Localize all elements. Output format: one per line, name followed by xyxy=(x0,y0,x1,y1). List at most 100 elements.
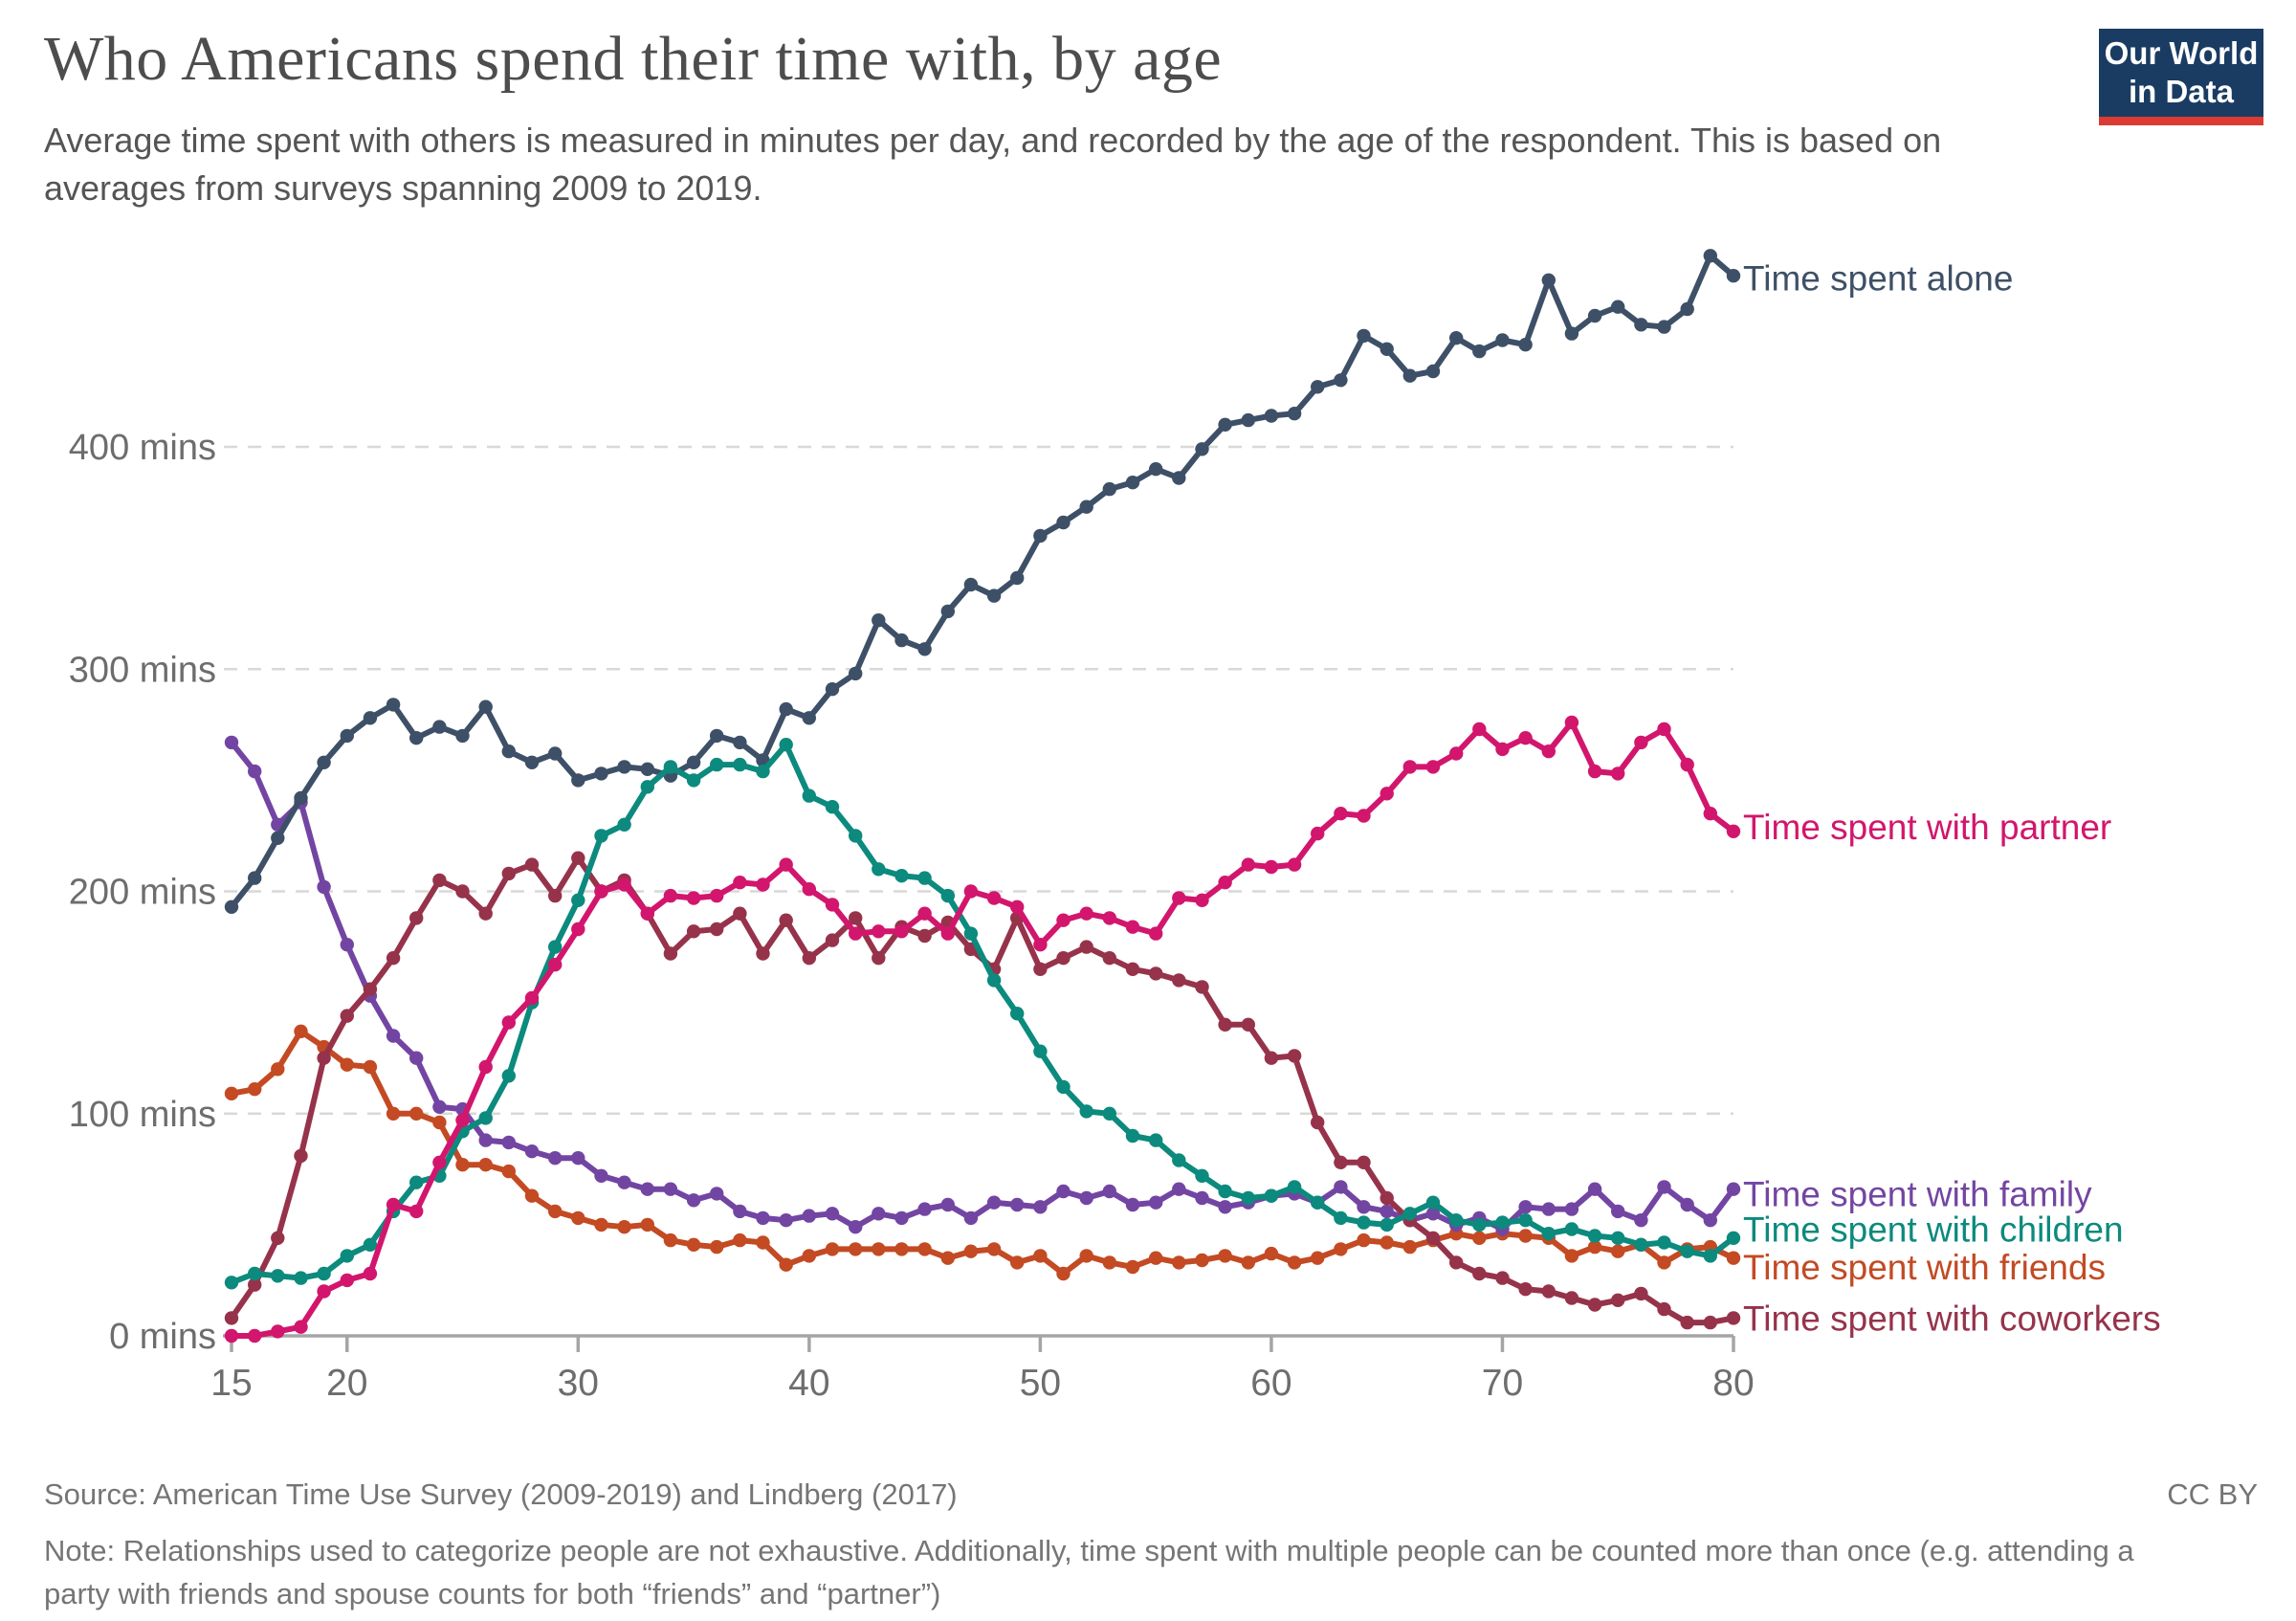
data-point-coworkers-age-67 xyxy=(1425,1231,1441,1246)
data-point-children-age-49 xyxy=(1010,1007,1025,1021)
data-point-alone-age-45 xyxy=(917,642,932,656)
data-point-coworkers-age-71 xyxy=(1518,1282,1533,1297)
data-point-friends-age-66 xyxy=(1402,1239,1418,1255)
data-point-children-age-60 xyxy=(1264,1188,1279,1203)
data-point-children-age-51 xyxy=(1056,1079,1071,1095)
data-point-family-age-76 xyxy=(1634,1213,1648,1228)
data-point-partner-age-46 xyxy=(940,926,955,941)
data-point-family-age-20 xyxy=(340,938,354,952)
data-point-partner-age-73 xyxy=(1564,715,1579,730)
data-point-children-age-61 xyxy=(1287,1180,1302,1194)
data-point-partner-age-60 xyxy=(1264,859,1279,875)
data-point-partner-age-52 xyxy=(1079,906,1093,921)
data-point-coworkers-age-72 xyxy=(1541,1284,1556,1299)
data-point-coworkers-age-65 xyxy=(1380,1190,1394,1206)
data-point-alone-age-69 xyxy=(1472,344,1487,359)
data-point-coworkers-age-50 xyxy=(1033,962,1048,976)
data-point-children-age-16 xyxy=(248,1266,262,1281)
data-point-friends-age-43 xyxy=(872,1242,886,1256)
data-point-children-age-55 xyxy=(1149,1133,1163,1147)
data-point-children-age-76 xyxy=(1634,1237,1648,1253)
data-point-coworkers-age-18 xyxy=(294,1148,308,1164)
data-point-family-age-23 xyxy=(409,1051,424,1065)
data-point-coworkers-age-57 xyxy=(1195,980,1209,994)
data-point-friends-age-61 xyxy=(1287,1255,1302,1270)
x-axis-label-80: 80 xyxy=(1712,1363,1754,1404)
data-point-family-age-50 xyxy=(1033,1200,1048,1214)
data-point-children-age-41 xyxy=(825,800,840,814)
data-point-alone-age-29 xyxy=(548,746,563,761)
data-point-alone-age-37 xyxy=(733,735,747,750)
data-point-children-age-52 xyxy=(1079,1104,1093,1119)
owid-logo[interactable]: Our World in Data xyxy=(2099,29,2263,125)
data-point-coworkers-age-45 xyxy=(917,928,932,944)
data-point-coworkers-age-68 xyxy=(1449,1255,1464,1270)
data-point-alone-age-26 xyxy=(478,699,493,714)
data-point-family-age-15 xyxy=(224,735,239,750)
data-point-alone-age-78 xyxy=(1680,301,1694,317)
data-point-family-age-72 xyxy=(1541,1202,1556,1216)
data-point-friends-age-36 xyxy=(710,1239,724,1255)
data-point-coworkers-age-36 xyxy=(710,922,724,937)
data-point-friends-age-52 xyxy=(1079,1249,1093,1263)
data-point-coworkers-age-34 xyxy=(663,946,678,961)
data-point-friends-age-31 xyxy=(594,1217,608,1232)
data-point-partner-age-20 xyxy=(340,1273,354,1288)
license-link[interactable]: CC BY xyxy=(2167,1477,2258,1511)
data-point-friends-age-34 xyxy=(663,1232,678,1248)
data-point-coworkers-age-80 xyxy=(1726,1311,1741,1325)
data-point-alone-age-64 xyxy=(1357,328,1371,344)
data-point-partner-age-38 xyxy=(756,877,770,892)
data-point-partner-age-51 xyxy=(1056,913,1071,927)
data-point-friends-age-65 xyxy=(1380,1235,1394,1250)
data-point-children-age-68 xyxy=(1449,1213,1464,1228)
series-label-children: Time spent with children xyxy=(1743,1210,2124,1250)
data-point-alone-age-42 xyxy=(849,666,863,681)
data-point-friends-age-58 xyxy=(1218,1249,1232,1263)
data-point-friends-age-50 xyxy=(1033,1249,1048,1263)
data-point-family-age-77 xyxy=(1657,1180,1671,1194)
data-point-partner-age-32 xyxy=(617,877,631,892)
data-point-friends-age-33 xyxy=(640,1217,654,1232)
data-point-alone-age-66 xyxy=(1402,368,1418,383)
data-point-children-age-71 xyxy=(1518,1213,1533,1228)
data-point-partner-age-64 xyxy=(1357,809,1371,823)
data-point-children-age-23 xyxy=(409,1175,424,1189)
data-point-friends-age-30 xyxy=(571,1210,585,1226)
data-point-coworkers-age-60 xyxy=(1264,1051,1279,1065)
data-point-children-age-50 xyxy=(1033,1044,1048,1058)
data-point-family-age-49 xyxy=(1010,1197,1025,1212)
data-point-friends-age-49 xyxy=(1010,1255,1025,1270)
data-point-partner-age-25 xyxy=(455,1113,470,1127)
data-point-coworkers-age-26 xyxy=(478,906,493,921)
data-point-family-age-52 xyxy=(1079,1190,1093,1206)
data-point-friends-age-64 xyxy=(1357,1232,1371,1248)
data-point-partner-age-16 xyxy=(248,1328,262,1343)
data-point-family-age-43 xyxy=(872,1207,886,1221)
data-point-partner-age-31 xyxy=(594,884,608,899)
data-point-partner-age-79 xyxy=(1703,807,1718,821)
data-point-friends-age-16 xyxy=(248,1082,262,1097)
data-point-coworkers-age-51 xyxy=(1056,951,1071,966)
data-point-children-age-30 xyxy=(571,893,585,907)
data-point-children-age-21 xyxy=(363,1237,378,1253)
data-point-alone-age-76 xyxy=(1634,318,1648,332)
data-point-coworkers-age-43 xyxy=(872,951,886,966)
data-point-friends-age-71 xyxy=(1518,1229,1533,1243)
data-point-children-age-77 xyxy=(1657,1235,1671,1250)
data-point-partner-age-44 xyxy=(894,924,909,939)
data-point-family-age-24 xyxy=(432,1099,447,1115)
data-point-friends-age-20 xyxy=(340,1057,354,1072)
data-point-friends-age-48 xyxy=(986,1242,1002,1256)
data-point-partner-age-69 xyxy=(1472,722,1487,737)
owid-logo-line2: in Data xyxy=(2128,74,2235,109)
data-point-children-age-66 xyxy=(1402,1207,1418,1221)
chart-header: Who Americans spend their time with, by … xyxy=(44,23,2072,211)
series-line-children xyxy=(230,742,1735,1286)
data-point-family-age-35 xyxy=(686,1193,701,1208)
data-point-friends-age-47 xyxy=(963,1244,979,1258)
data-point-family-age-19 xyxy=(317,879,331,895)
data-point-coworkers-age-76 xyxy=(1634,1286,1648,1301)
data-point-friends-age-56 xyxy=(1172,1255,1186,1270)
